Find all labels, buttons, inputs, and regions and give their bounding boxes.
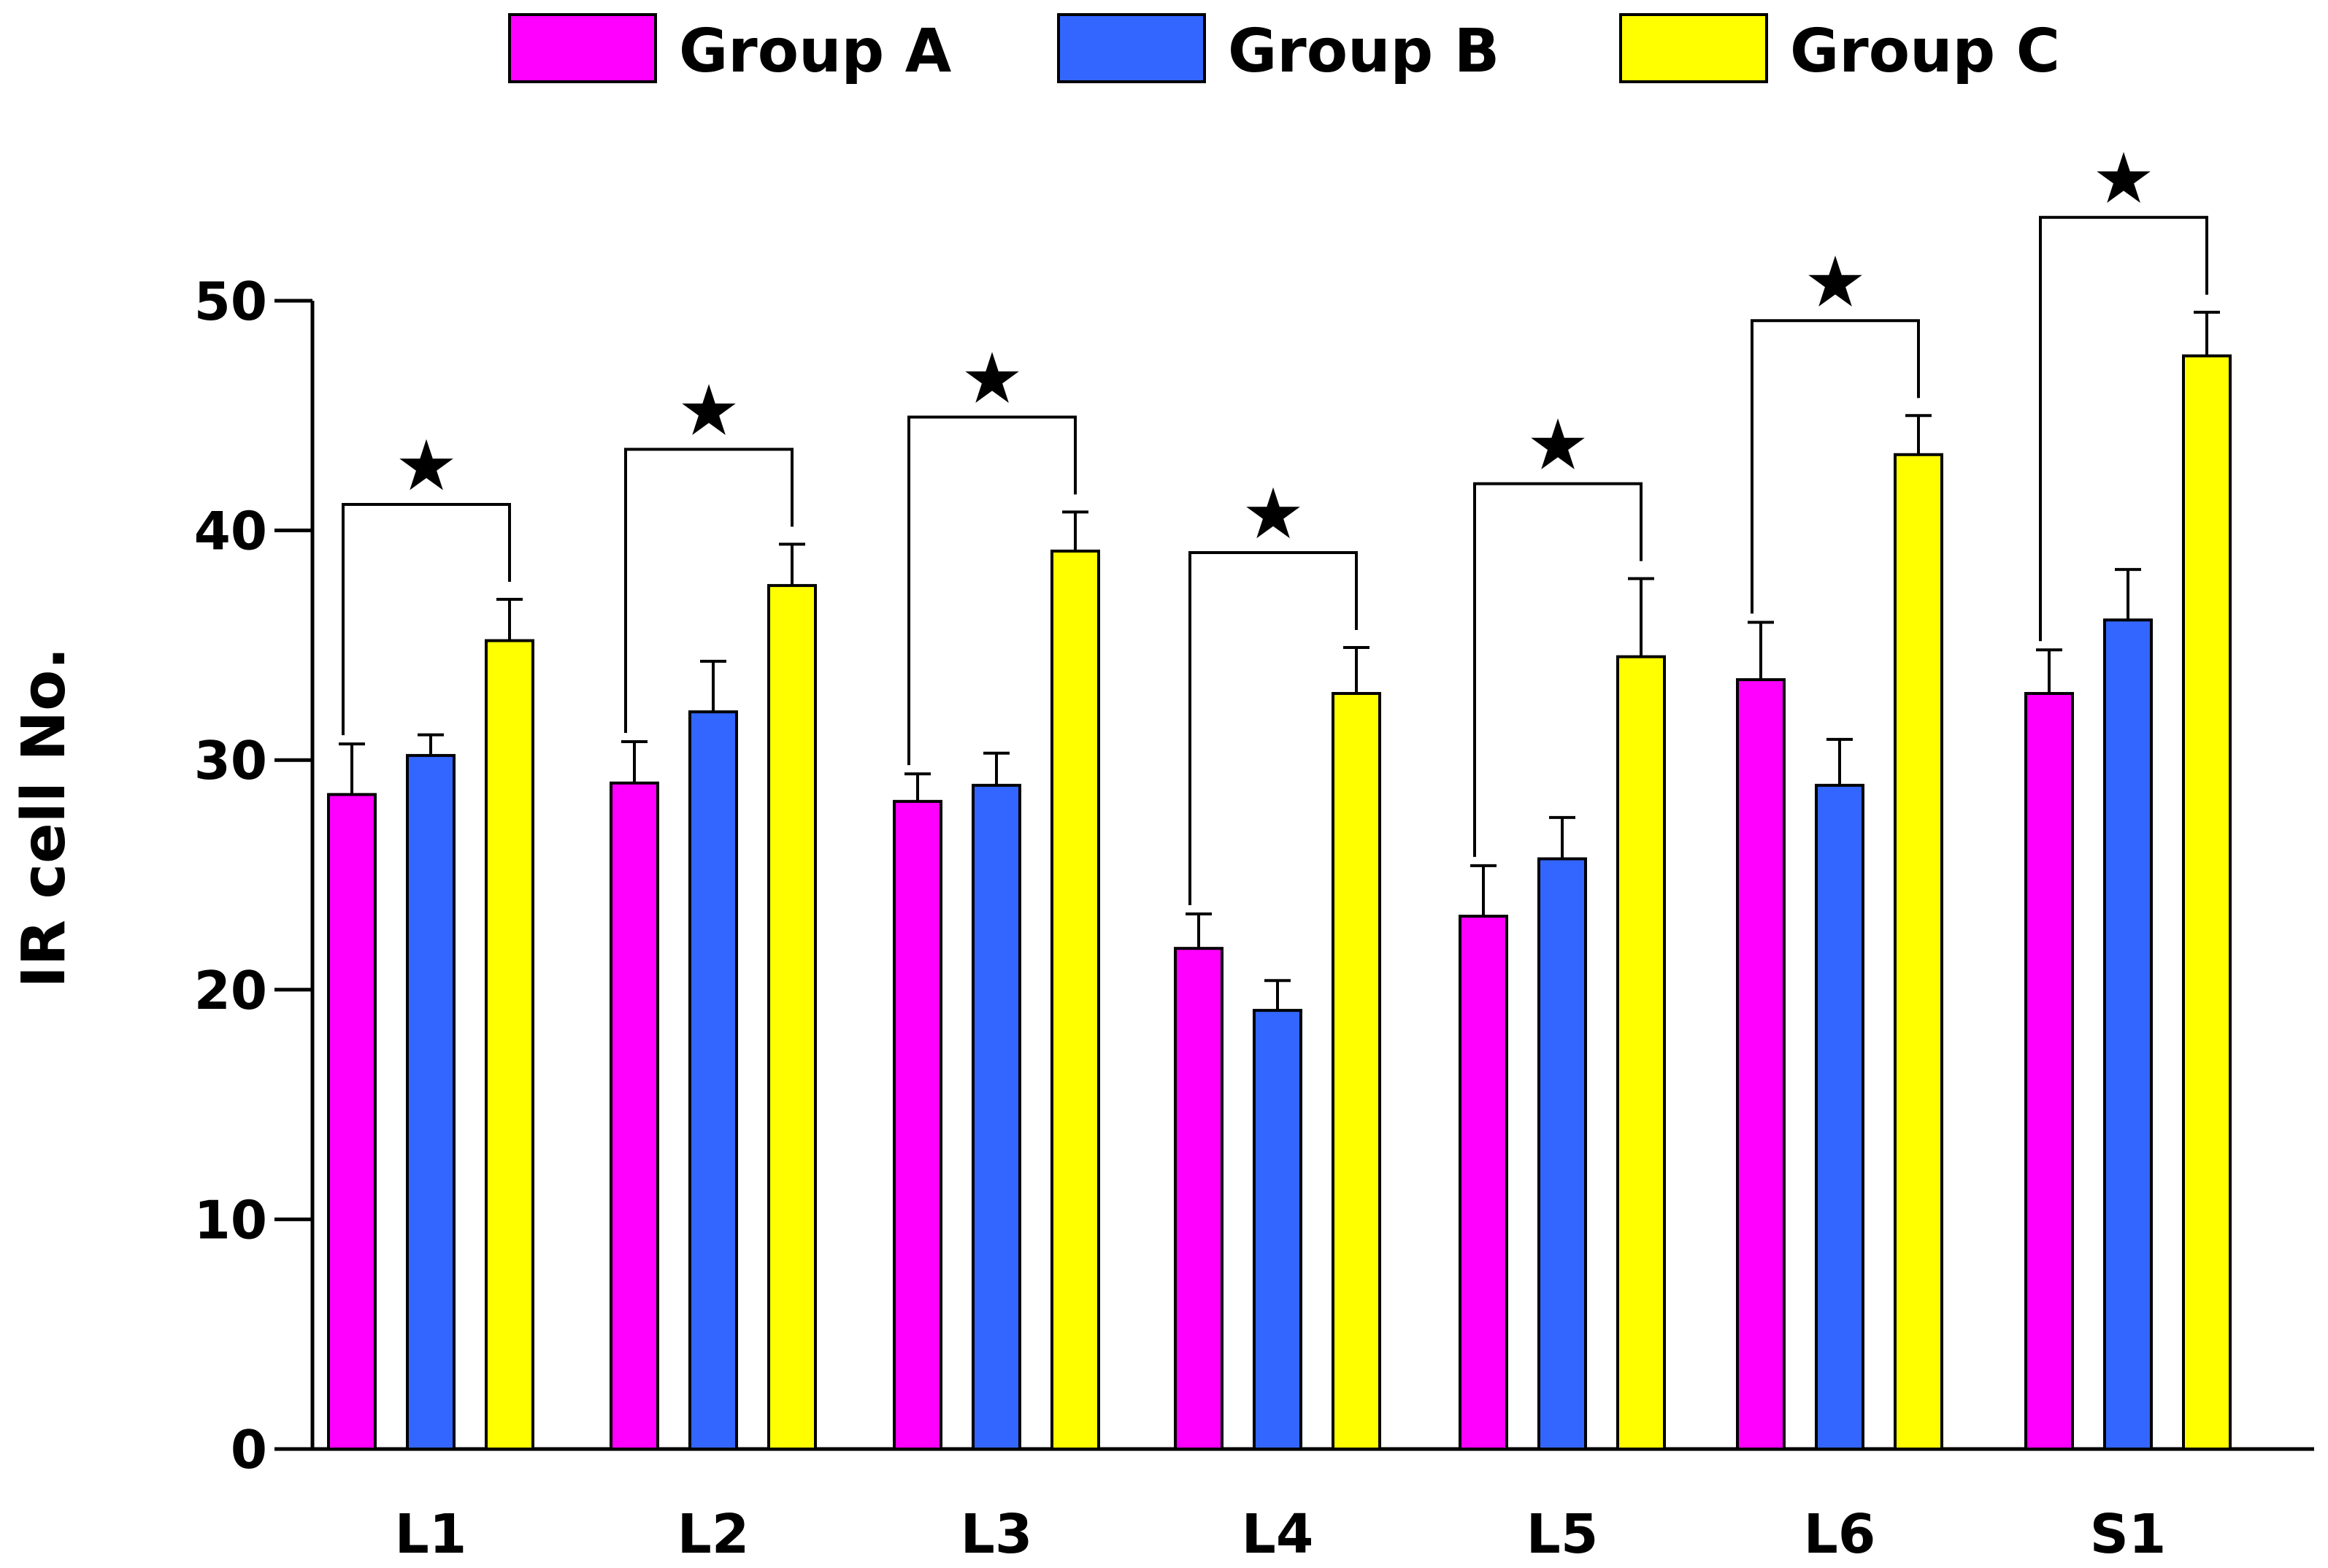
legend: Group A Group B Group C xyxy=(508,13,2060,86)
significance-star: ★ xyxy=(1526,404,1589,486)
bar xyxy=(1537,857,1587,1450)
bar xyxy=(1253,1009,1302,1450)
legend-item-group-a: Group A xyxy=(508,13,952,86)
bar xyxy=(1815,783,1864,1450)
y-tick-label: 50 xyxy=(194,271,267,332)
significance-bracket: ★ xyxy=(342,425,511,736)
significance-bracket: ★ xyxy=(1473,404,1643,857)
bracket-line xyxy=(1751,319,1920,614)
bar xyxy=(485,639,534,1450)
legend-swatch xyxy=(508,13,657,83)
legend-label: Group B xyxy=(1228,17,1499,86)
legend-swatch xyxy=(1619,13,1768,83)
bar xyxy=(610,781,659,1451)
bar-group-s1 xyxy=(2024,310,2232,1451)
bar xyxy=(767,584,817,1450)
bar xyxy=(1736,678,1786,1451)
y-tick-label: 40 xyxy=(194,501,267,562)
bar xyxy=(972,783,1021,1450)
bar xyxy=(893,799,942,1450)
y-tick-label: 30 xyxy=(194,730,267,791)
significance-star: ★ xyxy=(2092,138,2155,220)
y-axis: 0 10 20 30 40 50 xyxy=(194,271,315,1480)
legend-swatch xyxy=(1057,13,1206,83)
bar xyxy=(327,793,377,1450)
bar xyxy=(406,753,456,1450)
x-tick-label: L2 xyxy=(677,1503,750,1566)
bar-group-l1 xyxy=(327,597,534,1450)
bar xyxy=(2182,354,2232,1450)
bracket-line xyxy=(1473,482,1643,857)
bar xyxy=(1459,915,1508,1451)
y-tick-label: 10 xyxy=(194,1189,267,1250)
bar xyxy=(2024,691,2074,1451)
x-tick-label: L1 xyxy=(395,1503,467,1566)
bar xyxy=(1332,691,1381,1451)
bracket-line xyxy=(2039,215,2208,642)
significance-star: ★ xyxy=(677,369,740,451)
bar xyxy=(2103,618,2153,1451)
bar-group-l4 xyxy=(1174,646,1381,1451)
significance-bracket: ★ xyxy=(1751,241,1920,614)
bar-group-l5 xyxy=(1459,577,1666,1451)
x-tick-label: L4 xyxy=(1242,1503,1314,1566)
bar xyxy=(1894,453,1943,1450)
bar-group-l2 xyxy=(610,542,817,1451)
x-tick-label: L5 xyxy=(1526,1503,1599,1566)
significance-bracket: ★ xyxy=(907,337,1077,766)
bracket-line xyxy=(1188,551,1358,905)
bar xyxy=(1616,655,1666,1450)
legend-label: Group C xyxy=(1790,17,2060,86)
significance-star: ★ xyxy=(961,337,1023,419)
x-tick-label: S1 xyxy=(2090,1503,2167,1566)
bracket-line xyxy=(624,447,794,734)
significance-star: ★ xyxy=(1804,241,1867,323)
significance-bracket: ★ xyxy=(2039,138,2208,642)
bar-group-l3 xyxy=(893,510,1100,1451)
bar xyxy=(1050,549,1100,1451)
x-axis: L1 L2 L3 L4 L5 L6 S1 xyxy=(312,1447,2314,1566)
bracket-line xyxy=(907,415,1077,766)
y-axis-title: IR cell No. xyxy=(9,647,79,988)
significance-star: ★ xyxy=(395,425,458,507)
significance-bracket: ★ xyxy=(624,369,794,734)
bar-group-l6 xyxy=(1736,414,1943,1451)
x-tick-label: L3 xyxy=(961,1503,1033,1566)
y-tick-label: 0 xyxy=(231,1419,267,1480)
legend-item-group-b: Group B xyxy=(1057,13,1499,86)
legend-item-group-c: Group C xyxy=(1619,13,2060,86)
bar xyxy=(1174,947,1223,1450)
bar-groups xyxy=(327,310,2232,1451)
bar xyxy=(688,710,738,1450)
significance-bracket: ★ xyxy=(1188,473,1358,905)
bracket-line xyxy=(342,502,511,736)
x-tick-label: L6 xyxy=(1804,1503,1876,1566)
legend-label: Group A xyxy=(679,17,952,86)
y-tick-label: 20 xyxy=(194,960,267,1021)
significance-star: ★ xyxy=(1242,473,1305,555)
significance-brackets: ★ ★ ★ ★ ★ ★ ★ xyxy=(342,138,2208,905)
